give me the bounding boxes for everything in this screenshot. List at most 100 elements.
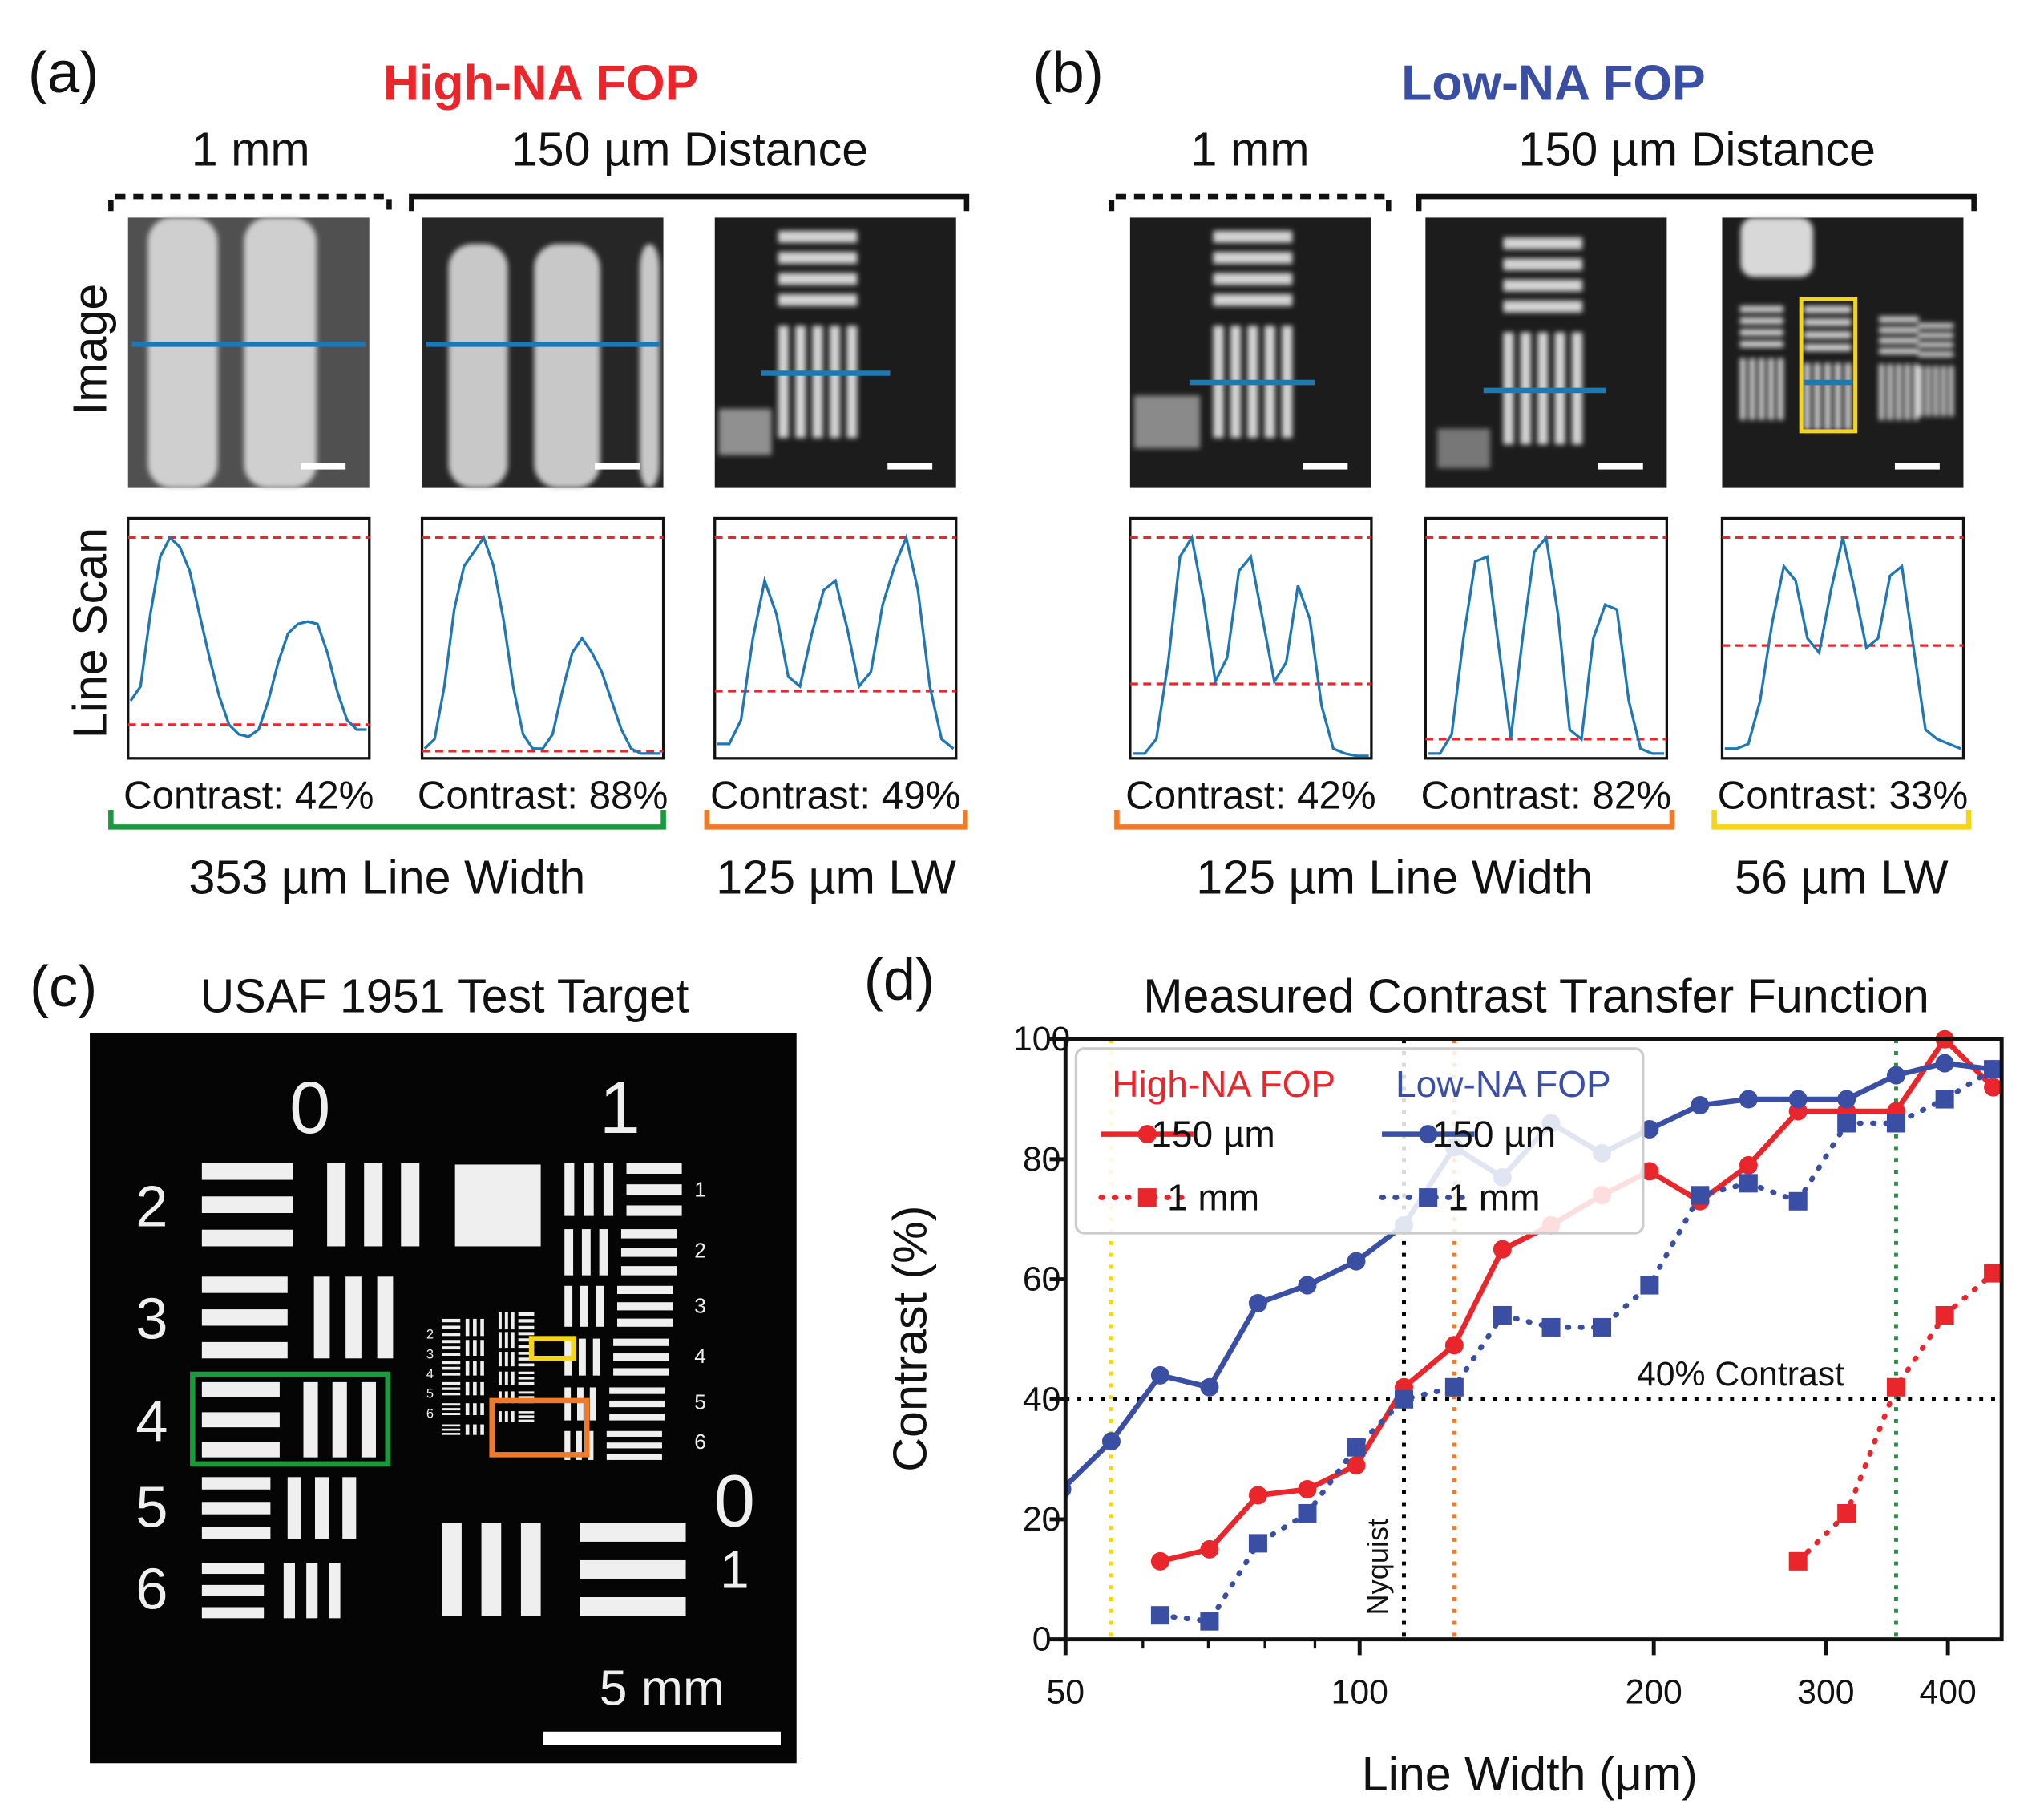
target-bar (201, 1527, 271, 1539)
target-bar (596, 1285, 604, 1327)
group-label: 56 µm LW (1735, 850, 1949, 904)
target-bar (504, 1352, 508, 1367)
target-bar (580, 1523, 686, 1542)
target-bar (564, 1387, 572, 1421)
target-bar (364, 1163, 383, 1247)
target-bar (473, 1340, 477, 1356)
row-label: Image (63, 284, 117, 416)
target-bar (812, 326, 823, 439)
legend-marker (1419, 1188, 1438, 1207)
target-bar (201, 1502, 271, 1515)
target-bar (329, 1563, 341, 1619)
target-bar (1879, 316, 1919, 323)
target-bar (442, 1523, 462, 1616)
y-tick-label: 20 (1023, 1500, 1061, 1539)
target-bar (1759, 358, 1765, 420)
target-bar (626, 1163, 682, 1174)
target-bar (498, 1352, 502, 1367)
legend-label: 1 mm (1448, 1177, 1540, 1219)
target-bar (613, 1368, 669, 1376)
element-number: 2 (135, 1175, 168, 1240)
bracket (108, 193, 392, 212)
group-number: 0 (714, 1459, 755, 1542)
target-bar (1213, 273, 1293, 285)
target-bar (1739, 305, 1783, 313)
data-point (1347, 1252, 1366, 1271)
target-bar (606, 1442, 662, 1449)
target-bar (442, 1393, 461, 1396)
data-point (1592, 1317, 1612, 1337)
target-bar (613, 1353, 669, 1361)
data-point (1935, 1305, 1954, 1325)
legend-marker (1137, 1188, 1157, 1207)
target-bar (314, 1477, 329, 1539)
bracket (1109, 193, 1392, 212)
x-tick-label: 200 (1626, 1672, 1682, 1711)
target-bar (1777, 358, 1783, 420)
target-bar (201, 1412, 280, 1428)
target-bar (603, 1163, 614, 1216)
target-bar (1213, 293, 1293, 306)
target-bar (1879, 326, 1919, 334)
panel-title: Low-NA FOP (1401, 55, 1706, 111)
target-bar (518, 1377, 535, 1380)
target-bar (613, 1338, 669, 1346)
blob (1133, 395, 1201, 449)
element-number: 1 (694, 1178, 706, 1202)
scale-bar (543, 1731, 781, 1745)
element-number: 2 (694, 1238, 706, 1262)
y-tick-label: 100 (1013, 1020, 1070, 1058)
target-bar (1917, 342, 1954, 348)
data-point (1984, 1264, 2002, 1283)
target-bar (592, 1338, 600, 1376)
x-axis-label: Line Width (μm) (1362, 1747, 1698, 1801)
stripe (534, 244, 600, 488)
target-bar (442, 1428, 461, 1431)
target-bar (201, 1563, 265, 1575)
data-point (1788, 1191, 1808, 1211)
stripe (244, 217, 317, 488)
panel-label: (a) (28, 40, 99, 105)
target-bar (778, 252, 858, 264)
target-bar (201, 1584, 265, 1596)
data-point (1739, 1174, 1758, 1193)
target-bar (609, 1387, 665, 1394)
target-bar (606, 1430, 662, 1437)
data-point (1248, 1294, 1267, 1313)
element-number: 6 (426, 1406, 434, 1421)
target-bar (518, 1319, 535, 1323)
target-bar (518, 1352, 535, 1355)
target-bar (1804, 362, 1811, 431)
target-bar (518, 1411, 535, 1414)
scale-bar (887, 463, 933, 470)
target-bar (1749, 358, 1755, 420)
scan-frame (127, 516, 371, 760)
target-bar (1844, 362, 1852, 431)
stripe (448, 244, 508, 488)
target-bar (1917, 351, 1954, 358)
target-bar (599, 1229, 608, 1276)
target-bar (442, 1413, 461, 1416)
target-bar (1917, 366, 1923, 417)
reference-label: Nyquist (1361, 1519, 1394, 1616)
target-bar (511, 1332, 515, 1349)
data-point (1493, 1305, 1512, 1325)
data-point (1691, 1186, 1710, 1205)
blob (718, 408, 772, 455)
target-bar (1804, 331, 1852, 339)
target-bar (518, 1332, 535, 1336)
data-point (1394, 1389, 1413, 1409)
element-number: 5 (694, 1390, 706, 1414)
target-bar (442, 1381, 461, 1385)
target-bar (504, 1371, 508, 1385)
element-number: 5 (426, 1387, 434, 1401)
target-bar (518, 1363, 535, 1367)
chart-title: Measured Contrast Transfer Function (1143, 969, 1929, 1022)
target-bar (1879, 348, 1919, 354)
roi-box (528, 1336, 577, 1361)
target-bar (504, 1332, 508, 1349)
target-bar (518, 1345, 535, 1349)
scan-frame (1129, 516, 1373, 760)
group-bracket (1711, 809, 1972, 830)
